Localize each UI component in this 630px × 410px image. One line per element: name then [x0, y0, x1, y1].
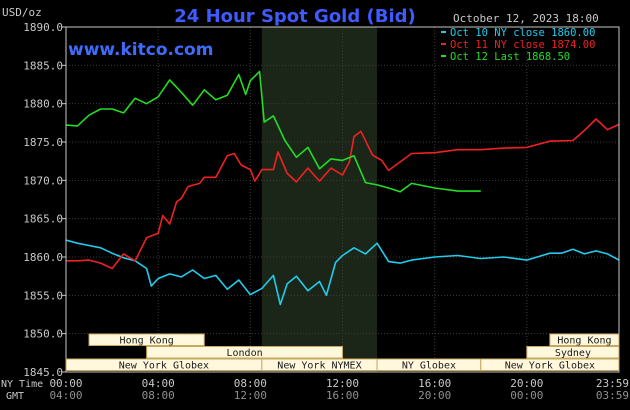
market-sessions: Hong Kong London New York Globex New York N… [65, 333, 620, 372]
x-tick-gmt: 04:00 [49, 389, 82, 402]
timestamp: October 12, 2023 18:00 [453, 12, 599, 25]
y-tick-label: 1845.0 [23, 366, 63, 379]
market-session-bar [526, 346, 620, 359]
x-tick-ny: 23:59 [596, 377, 629, 390]
x-tick-ny: 12:00 [326, 377, 359, 390]
gmt-label: GMT [6, 391, 24, 402]
series-line-2 [65, 70, 481, 193]
x-tick-ny: 16:00 [418, 377, 451, 390]
y-tick-label: 1860.0 [23, 251, 63, 264]
series-line-0 [65, 239, 620, 306]
market-session-label: Hong Kong [120, 336, 174, 347]
plot-border [65, 26, 620, 373]
x-tick-gmt: 20:00 [418, 389, 451, 402]
legend-entry: Oct 10 NY close 1860.00 [450, 27, 595, 39]
market-session-bar [146, 346, 343, 359]
market-session-label: London [227, 348, 263, 359]
series-lines [65, 70, 620, 306]
series-line-1 [66, 118, 620, 270]
x-tick-gmt: 03:59 [596, 389, 629, 402]
y-tick-label: 1870.0 [23, 174, 63, 187]
x-tick-gmt: 00:00 [510, 389, 543, 402]
unit-label: USD/oz [2, 6, 42, 19]
market-session-label: New York Globex [505, 361, 595, 372]
legend-entry: Oct 11 NY close 1874.00 [450, 39, 595, 51]
nymex-shade [261, 27, 378, 372]
y-tick-label: 1890.0 [23, 21, 63, 34]
x-tick-gmt: 12:00 [234, 389, 267, 402]
market-session-bar [549, 333, 620, 346]
y-tick-label: 1880.0 [23, 98, 63, 111]
y-tick-label: 1855.0 [23, 289, 63, 302]
x-tick-gmt: 16:00 [326, 389, 359, 402]
y-tick-label: 1865.0 [23, 213, 63, 226]
legend-entry: Oct 12 Last 1868.50 [450, 51, 570, 63]
axes: 1845.0 1850.0 1855.0 1860.0 1865.0 1870.0 1875… [23, 21, 629, 402]
site-watermark: www.kitco.com [68, 40, 213, 60]
market-session-label: Hong Kong [557, 336, 611, 347]
x-tick-ny: 20:00 [510, 377, 543, 390]
ny-time-label: NY Time [1, 379, 43, 390]
y-tick-label: 1875.0 [23, 136, 63, 149]
x-tick-ny: 08:00 [234, 377, 267, 390]
market-session-label: New York NYMEX [277, 361, 361, 372]
chart-title: 24 Hour Spot Gold (Bid) [174, 6, 415, 27]
market-session-bar [88, 333, 205, 346]
market-session-label: New York Globex [119, 361, 209, 372]
market-session-bar [480, 358, 620, 371]
x-tick-gmt: 08:00 [142, 389, 175, 402]
y-tick-label: 1885.0 [23, 59, 63, 72]
market-session-label: NY Globex [402, 361, 456, 372]
x-tick-ny: 04:00 [142, 377, 175, 390]
x-tick-ny: 00:00 [49, 377, 82, 390]
market-session-label: Sydney [555, 348, 591, 359]
y-tick-label: 1850.0 [23, 328, 63, 341]
